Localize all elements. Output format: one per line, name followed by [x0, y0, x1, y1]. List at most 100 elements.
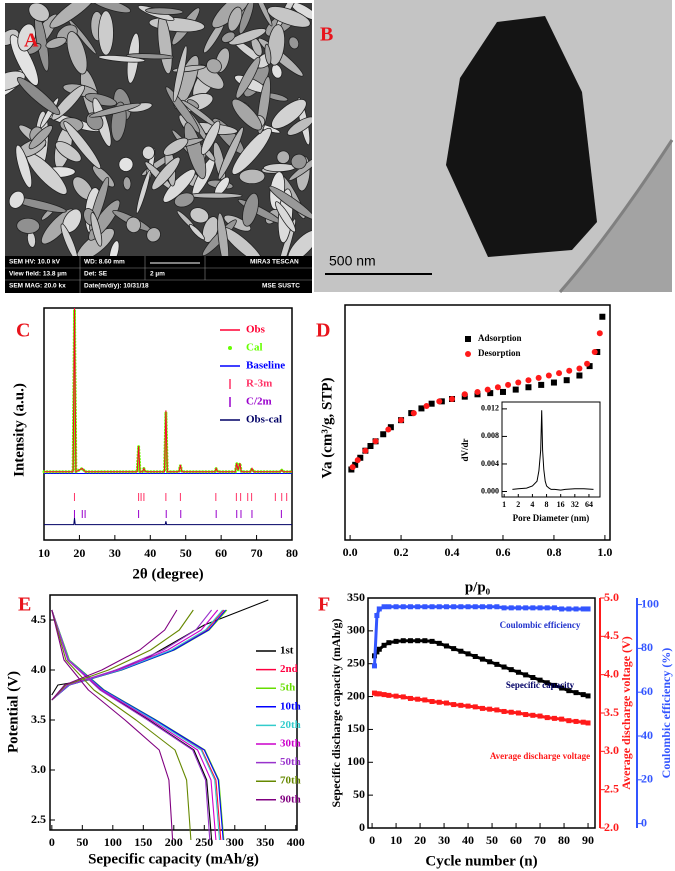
sem-platelet: [290, 153, 307, 170]
x-tick-label: 200: [165, 835, 183, 849]
sem-platelet: [262, 163, 296, 173]
panel-label: E: [18, 594, 31, 616]
x-tick-label: 0.0: [343, 545, 358, 559]
sem-platelet: [174, 192, 195, 208]
data-point: [551, 605, 557, 611]
axis-title: Sepecific capacity (mAh/g): [88, 851, 259, 867]
legend-label: 90th: [280, 793, 301, 805]
y-tick-label: 4.5: [31, 612, 46, 626]
axis-title: dV/dr: [460, 438, 470, 461]
data-point: [479, 705, 485, 711]
panel-label: D: [316, 320, 330, 342]
panel-label: F: [318, 594, 330, 616]
data-point: [400, 694, 406, 700]
x-tick-label: 50: [180, 546, 192, 560]
y-tick-label: 40: [641, 728, 653, 742]
data-point: [585, 693, 591, 699]
data-point: [429, 604, 435, 610]
sem-info: MIRA3 TESCAN: [250, 259, 299, 266]
sem-platelet: [49, 3, 98, 29]
sem-info-grid: [5, 256, 312, 293]
x-tick-label: 0.4: [445, 545, 460, 559]
data-point: [398, 417, 405, 424]
x-tick-label: 0.6: [495, 545, 510, 559]
sem-platelet: [253, 3, 273, 27]
data-point: [508, 709, 514, 715]
x-tick-label: 30: [438, 833, 450, 847]
axis-title: Pore Diameter (nm): [513, 513, 590, 523]
y-tick-label: 0.008: [481, 431, 499, 440]
x-tick-label: 4: [530, 500, 534, 509]
data-point: [357, 454, 364, 461]
x-tick-label: 400: [287, 835, 305, 849]
data-point: [537, 605, 543, 611]
sem-platelet: [109, 240, 120, 256]
data-point: [380, 431, 387, 438]
data-point: [451, 702, 457, 708]
data-point: [487, 604, 493, 610]
curve: [51, 609, 224, 841]
legend-label: 2nd: [280, 663, 298, 675]
axis-title: Intensity (a.u.): [11, 383, 27, 477]
data-point: [393, 693, 399, 699]
data-point: [362, 447, 369, 454]
y-tick-label: 250: [347, 655, 365, 669]
tem-film-edge: [558, 139, 674, 293]
panel-label: C: [16, 320, 30, 342]
data-point: [515, 379, 522, 386]
sem-platelet: [89, 102, 141, 118]
sem-platelet: [271, 99, 307, 130]
data-point: [415, 604, 421, 610]
data-point: [515, 605, 521, 611]
sem-platelet: [122, 176, 132, 191]
data-point: [443, 700, 449, 706]
data-point: [400, 638, 406, 644]
data-point: [371, 663, 377, 669]
data-point: [374, 649, 380, 655]
x-tick-label: 60: [510, 833, 522, 847]
data-point: [393, 604, 399, 610]
data-point: [576, 372, 583, 379]
data-point: [407, 695, 413, 701]
plot-frame: [49, 594, 298, 831]
x-tick-label: 70: [534, 833, 546, 847]
x-tick-label: 350: [256, 835, 274, 849]
data-point: [512, 386, 519, 393]
x-tick-label: 30: [109, 546, 121, 560]
sem-platelet: [98, 10, 114, 56]
y-tick-label: 200: [347, 688, 365, 702]
y-tick-label: 4.0: [604, 666, 619, 680]
y-tick-label: 100: [641, 596, 659, 610]
sem-platelet: [242, 192, 259, 227]
data-point: [461, 391, 468, 398]
axis-title: p/p₀: [465, 579, 491, 595]
axis-title: Coulombic efficiency (%): [659, 648, 673, 779]
y-tick-label: 0: [359, 820, 365, 834]
data-point: [465, 703, 471, 709]
y-tick-label: 3.0: [31, 762, 46, 776]
sem-info: SEM MAG: 20.0 kx: [9, 283, 66, 290]
sem-platelet: [264, 43, 272, 65]
sem-platelet: [151, 156, 181, 191]
sem-info: SEM HV: 10.0 kV: [9, 259, 61, 266]
data-point: [537, 713, 543, 719]
sem-platelet: [231, 127, 272, 175]
sem-info: Det: SE: [84, 271, 108, 278]
sem-platelet: [221, 31, 236, 43]
sem-platelet: [276, 218, 297, 256]
data-point: [451, 604, 457, 610]
y-tick-label: 0.004: [481, 459, 499, 468]
data-point: [349, 464, 356, 471]
sem-platelet: [45, 36, 67, 49]
legend-label: Cal: [246, 342, 263, 354]
data-point: [523, 605, 529, 611]
data-point: [515, 669, 521, 675]
tem-particle: [446, 16, 597, 257]
data-point: [429, 638, 435, 644]
data-point: [418, 405, 425, 412]
data-point: [472, 653, 478, 659]
data-point: [573, 606, 579, 612]
sem-platelet: [223, 214, 252, 232]
